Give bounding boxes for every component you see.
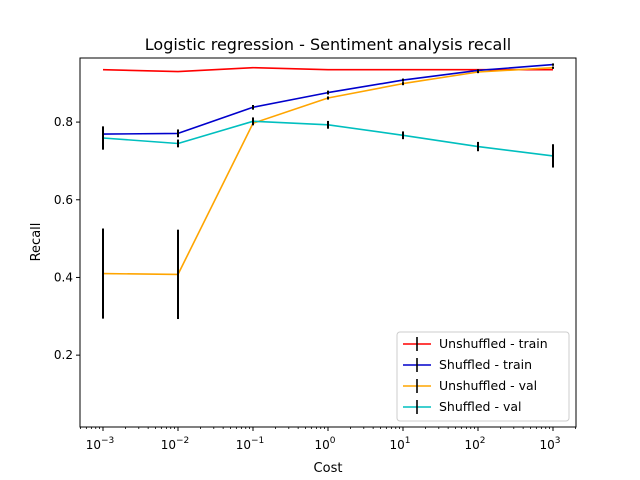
y-tick-label-0: 0.2: [54, 348, 73, 362]
plot-area: [102, 63, 554, 320]
y-tick-label-1: 0.4: [54, 270, 73, 284]
x-tick-label-0: 10−3: [86, 436, 115, 452]
legend-label-0: Unshuffled - train: [439, 336, 548, 351]
legend-box: [396, 331, 570, 422]
legend-label-2: Unshuffled - val: [439, 378, 537, 393]
y-axis-label: Recall: [29, 223, 44, 262]
x-tick-label-3: 100: [314, 436, 335, 452]
axes: 0.2 0.4 0.6 0.8 10−3 10−2 10−1 100 101 102 103: [54, 57, 577, 452]
x-tick-label-6: 103: [539, 436, 560, 452]
legend-label-3: Shuffled - val: [439, 399, 521, 414]
legend-label-1: Shuffled - train: [439, 357, 532, 372]
legend: Unshuffled - train Shuffled - train Unshuf…: [396, 331, 570, 422]
x-tick-label-1: 10−2: [161, 436, 190, 452]
y-tick-label-2: 0.6: [54, 193, 73, 207]
x-tick-label-2: 10−1: [236, 436, 265, 452]
y-tick-label-3: 0.8: [54, 115, 73, 129]
x-axis-label: Cost: [314, 461, 343, 476]
x-tick-label-5: 102: [464, 436, 485, 452]
x-tick-label-4: 101: [389, 436, 410, 452]
chart-title: Logistic regression - Sentiment analysis…: [145, 35, 511, 54]
